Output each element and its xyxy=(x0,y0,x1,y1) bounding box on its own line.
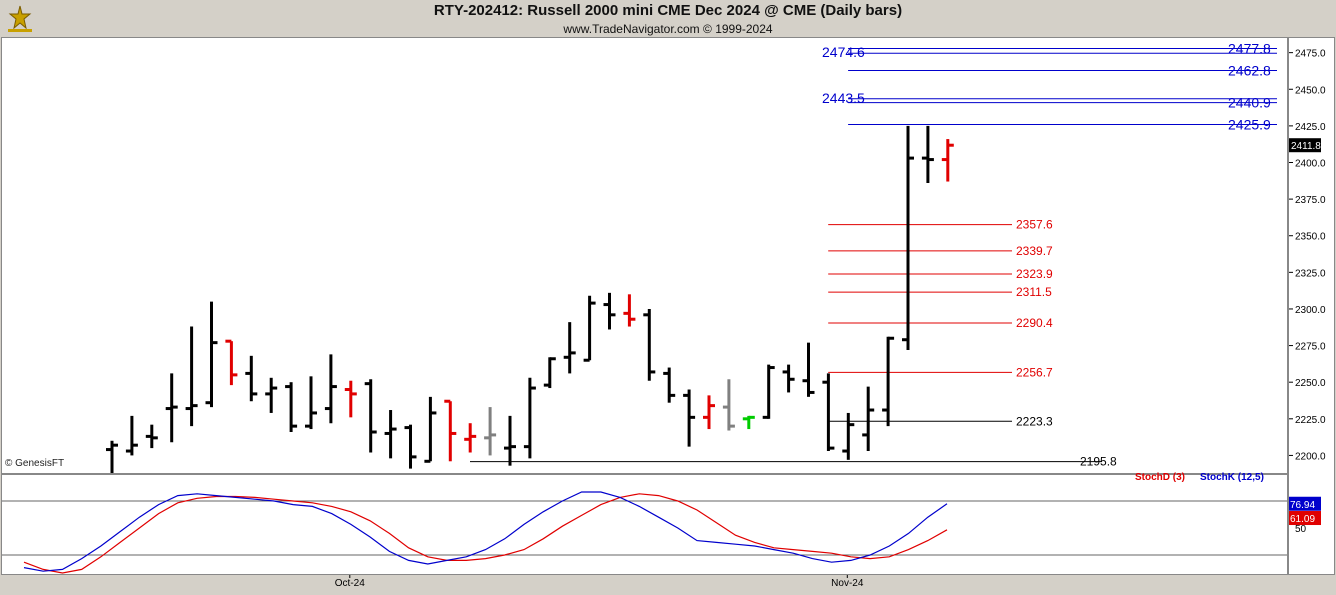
ohlc-bar xyxy=(106,440,118,473)
date-tick-label: Nov-24 xyxy=(831,578,864,589)
ohlc-bar xyxy=(324,354,337,424)
ohlc-bar xyxy=(245,355,258,402)
osc-tick-label: 50 xyxy=(1295,524,1307,535)
ohlc-bar xyxy=(125,415,138,456)
ohlc-bar xyxy=(822,373,835,452)
level-label: 2195.8 xyxy=(1080,455,1117,469)
axis-tick-label: 2425.0 xyxy=(1295,122,1326,133)
ohlc-bar xyxy=(862,386,875,452)
stochk-current-box xyxy=(1289,496,1321,511)
level-label: 2311.5 xyxy=(1016,285,1052,299)
ohlc-bar xyxy=(663,367,676,403)
ohlc-bar xyxy=(344,380,357,418)
ohlc-bar xyxy=(563,322,576,374)
stoch-line xyxy=(23,493,948,574)
legend-stochd: StochD (3) xyxy=(1135,472,1185,483)
ohlc-bar xyxy=(583,295,596,362)
ohlc-bar xyxy=(543,357,556,389)
level-label: 2290.4 xyxy=(1016,316,1053,330)
ohlc-bar xyxy=(742,415,755,430)
ohlc-bar xyxy=(444,399,457,462)
ohlc-bar xyxy=(623,294,636,327)
ohlc-bar xyxy=(404,424,417,469)
level-label: 2462.8 xyxy=(1228,63,1271,79)
current-price-box xyxy=(1289,138,1321,153)
ohlc-bar xyxy=(921,125,934,183)
stochastic-chart[interactable] xyxy=(2,475,1287,574)
ohlc-bar xyxy=(484,407,497,456)
level-label: 2357.6 xyxy=(1016,218,1053,232)
stochastic-panel[interactable] xyxy=(1,474,1288,575)
ohlc-bar xyxy=(683,389,696,447)
ohlc-bar xyxy=(762,364,775,419)
ohlc-bar xyxy=(842,412,855,460)
ohlc-bar xyxy=(384,410,397,459)
level-label: 2323.9 xyxy=(1016,267,1053,281)
level-label: 2425.9 xyxy=(1228,117,1271,133)
axis-tick-label: 2250.0 xyxy=(1295,378,1326,389)
ohlc-bar xyxy=(424,396,437,463)
ohlc-bar xyxy=(882,336,895,427)
axis-tick-label: 2400.0 xyxy=(1295,158,1326,169)
date-axis: Oct-24 Nov-24 xyxy=(1,575,1288,590)
ohlc-bar xyxy=(802,342,815,397)
ohlc-bar xyxy=(464,423,477,453)
stochk-current-label: 76.94 xyxy=(1290,500,1315,511)
chart-subtitle: www.TradeNavigator.com © 1999-2024 xyxy=(563,22,773,36)
copyright-label: © GenesisFT xyxy=(5,458,65,469)
ohlc-bar xyxy=(165,373,178,443)
axis-tick-label: 2225.0 xyxy=(1295,415,1326,426)
ohlc-bar xyxy=(305,376,317,430)
axis-tick-label: 2450.0 xyxy=(1295,85,1326,96)
genesis-logo xyxy=(8,5,32,32)
stochd-current-box xyxy=(1289,511,1321,526)
ohlc-bar xyxy=(523,377,536,459)
axis-tick-label: 2200.0 xyxy=(1295,451,1326,462)
axis-tick-label: 2375.0 xyxy=(1295,195,1326,206)
ohlc-bar xyxy=(603,292,616,330)
axis-tick-label: 2275.0 xyxy=(1295,342,1326,353)
level-label: 2474.6 xyxy=(822,44,865,60)
ohlc-bar xyxy=(782,364,795,393)
stoch-line xyxy=(23,491,948,572)
ohlc-bar xyxy=(185,326,198,427)
ohlc-bar xyxy=(703,395,715,430)
ohlc-bar xyxy=(504,415,516,466)
axis-tick-label: 2350.0 xyxy=(1295,232,1326,243)
legend-stochk: StochK (12,5) xyxy=(1200,472,1264,483)
ohlc-bar xyxy=(285,382,298,432)
ohlc-bar xyxy=(941,139,954,182)
ohlc-bar xyxy=(145,424,158,449)
price-axis[interactable]: 2475.0 2450.0 2425.0 2400.0 2375.0 2350.0 2325… xyxy=(1288,37,1335,575)
level-label: 2256.7 xyxy=(1016,365,1053,379)
ohlc-bar xyxy=(902,125,914,350)
ohlc-bar xyxy=(643,308,656,381)
level-label: 2443.5 xyxy=(822,90,865,106)
date-axis-svg: Oct-24 Nov-24 xyxy=(335,575,864,589)
level-label: 2339.7 xyxy=(1016,244,1053,258)
level-label: 2440.9 xyxy=(1228,95,1271,111)
level-label: 2477.8 xyxy=(1228,41,1271,57)
ohlc-bar xyxy=(265,377,278,413)
ohlc-bar xyxy=(205,301,218,408)
price-panel[interactable]: 2477.8 2474.6 2462.8 2443.5 2440.9 2425.9 2357… xyxy=(1,37,1288,474)
axis-tick-label: 2475.0 xyxy=(1295,49,1326,60)
ohlc-bar xyxy=(225,339,238,386)
axis-tick-label: 2325.0 xyxy=(1295,268,1326,279)
price-axis-svg: 2475.0 2450.0 2425.0 2400.0 2375.0 2350.0 2325… xyxy=(1289,49,1326,535)
ohlc-bar xyxy=(722,379,735,431)
ohlc-bar xyxy=(364,379,377,453)
stochd-current-label: 61.09 xyxy=(1290,514,1315,525)
chart-title: RTY-202412: Russell 2000 mini CME Dec 20… xyxy=(433,2,903,19)
current-price-label: 2411.8 xyxy=(1291,141,1321,152)
level-label: 2223.3 xyxy=(1016,414,1053,428)
date-tick-label: Oct-24 xyxy=(335,578,365,589)
price-chart[interactable]: 2477.8 2474.6 2462.8 2443.5 2440.9 2425.9 2357… xyxy=(2,38,1287,473)
axis-tick-label: 2300.0 xyxy=(1295,305,1326,316)
